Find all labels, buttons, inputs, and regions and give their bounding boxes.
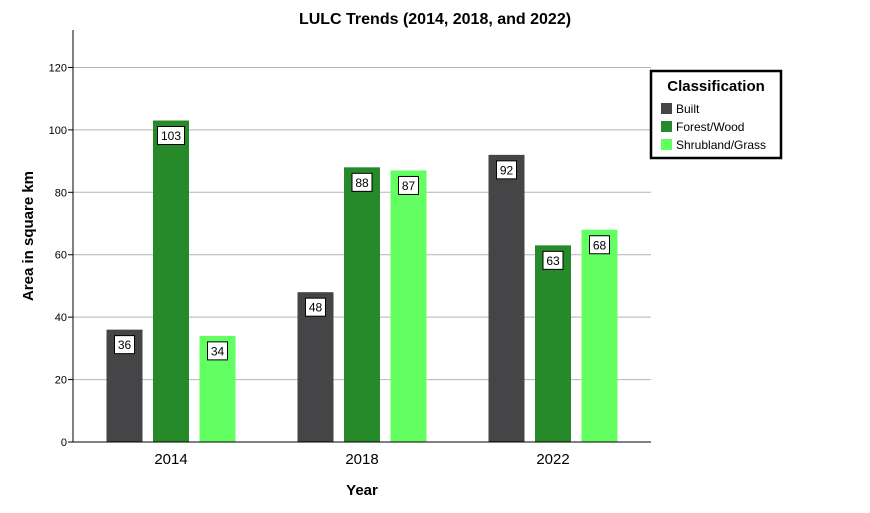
data-label-built-2022: 92 bbox=[500, 163, 514, 177]
bar-built-2022 bbox=[488, 154, 525, 442]
y-tick-label-80: 80 bbox=[55, 187, 67, 199]
data-label-box-built-2022 bbox=[496, 160, 517, 180]
legend-swatch-shrubland-grass bbox=[661, 139, 672, 150]
x-tick-label-2014: 2014 bbox=[154, 451, 187, 468]
data-label-shrubland-grass-2018: 87 bbox=[402, 179, 416, 193]
data-label-box-forest-wood-2014 bbox=[157, 126, 185, 146]
chart-title: LULC Trends (2014, 2018, and 2022) bbox=[299, 11, 571, 28]
y-tick-label-120: 120 bbox=[49, 62, 67, 74]
y-tick-label-20: 20 bbox=[55, 375, 67, 387]
data-label-forest-wood-2014: 103 bbox=[161, 129, 181, 143]
data-label-box-shrubland-grass-2022 bbox=[589, 235, 610, 255]
legend-label-built: Built bbox=[676, 102, 700, 116]
data-label-shrubland-grass-2022: 68 bbox=[593, 238, 607, 252]
bar-forest-wood-2014 bbox=[153, 120, 189, 443]
x-tick-labels: 2014 2018 2022 bbox=[154, 451, 569, 468]
data-label-box-built-2014 bbox=[114, 335, 135, 355]
data-label-shrubland-grass-2014: 34 bbox=[211, 344, 225, 358]
y-axis-title: Area in square km bbox=[20, 171, 37, 301]
legend: Classification Built Forest/Wood Shrubland… bbox=[649, 69, 783, 160]
bars bbox=[106, 120, 618, 443]
bar-shrubland-grass-2022 bbox=[581, 229, 618, 442]
data-label-box-shrubland-grass-2018 bbox=[398, 175, 419, 195]
x-axis-title: Year bbox=[346, 482, 378, 499]
legend-box bbox=[649, 69, 783, 160]
bar-shrubland-grass-2018 bbox=[390, 170, 427, 443]
y-tick-label-100: 100 bbox=[49, 125, 67, 137]
bar-forest-wood-2018 bbox=[344, 167, 380, 443]
legend-label-forest-wood: Forest/Wood bbox=[676, 120, 744, 134]
data-label-box-shrubland-grass-2014 bbox=[207, 341, 228, 361]
legend-swatch-forest-wood bbox=[661, 121, 672, 132]
data-label-box-forest-wood-2018 bbox=[351, 172, 373, 192]
y-tick-label-40: 40 bbox=[55, 312, 67, 324]
data-label-built-2018: 48 bbox=[309, 301, 323, 315]
legend-title: Classification bbox=[667, 78, 765, 95]
bar-built-2018 bbox=[297, 292, 334, 442]
legend-items: Built Forest/Wood Shrubland/Grass bbox=[661, 102, 766, 152]
axes bbox=[72, 30, 651, 443]
bar-forest-wood-2022 bbox=[535, 245, 571, 442]
y-tick-label-0: 0 bbox=[61, 437, 67, 449]
x-tick-label-2022: 2022 bbox=[536, 451, 569, 468]
legend-label-shrubland-grass: Shrubland/Grass bbox=[676, 138, 766, 152]
legend-swatch-built bbox=[661, 103, 672, 114]
data-label-built-2014: 36 bbox=[118, 338, 132, 352]
y-tick-label-60: 60 bbox=[55, 250, 67, 262]
data-label-box-built-2018 bbox=[305, 297, 326, 317]
data-label-forest-wood-2018: 88 bbox=[355, 176, 369, 190]
y-tick-labels: 0 20 40 60 80 100 120 bbox=[49, 62, 73, 449]
x-tick-label-2018: 2018 bbox=[345, 451, 378, 468]
data-label-box-forest-wood-2022 bbox=[542, 250, 564, 270]
data-label-forest-wood-2022: 63 bbox=[546, 254, 560, 268]
data-labels: 36 103 34 48 88 87 92 63 68 bbox=[114, 126, 610, 361]
